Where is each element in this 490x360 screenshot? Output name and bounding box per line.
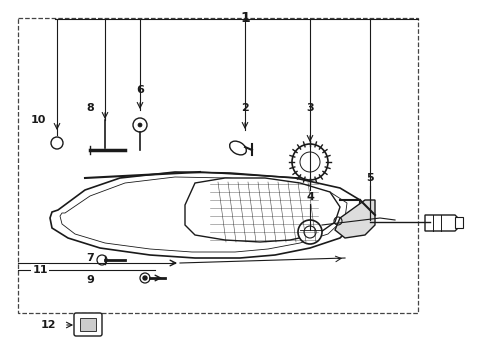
Bar	[455, 217, 463, 228]
Bar	[80, 318, 96, 331]
Text: 9: 9	[86, 275, 94, 285]
Circle shape	[292, 144, 328, 180]
Text: 6: 6	[136, 85, 144, 95]
Polygon shape	[50, 172, 360, 258]
Text: 5: 5	[366, 173, 374, 183]
Ellipse shape	[230, 141, 246, 155]
Text: 8: 8	[86, 103, 94, 113]
Circle shape	[140, 273, 150, 283]
Polygon shape	[425, 215, 458, 231]
Text: 7: 7	[86, 253, 94, 263]
FancyBboxPatch shape	[74, 313, 102, 336]
Bar	[18, 18, 418, 313]
Text: 2: 2	[241, 103, 249, 113]
Text: 9: 9	[86, 275, 94, 285]
Circle shape	[143, 276, 147, 280]
Text: 4: 4	[306, 192, 314, 202]
Circle shape	[298, 220, 322, 244]
Circle shape	[138, 123, 142, 127]
Text: 12: 12	[40, 320, 56, 330]
Text: 11: 11	[32, 265, 48, 275]
Polygon shape	[335, 200, 375, 238]
Polygon shape	[185, 178, 340, 242]
Text: 1: 1	[240, 11, 250, 25]
Text: 3: 3	[306, 103, 314, 113]
Circle shape	[97, 255, 107, 265]
Text: 11: 11	[32, 265, 48, 275]
Text: 10: 10	[30, 115, 46, 125]
